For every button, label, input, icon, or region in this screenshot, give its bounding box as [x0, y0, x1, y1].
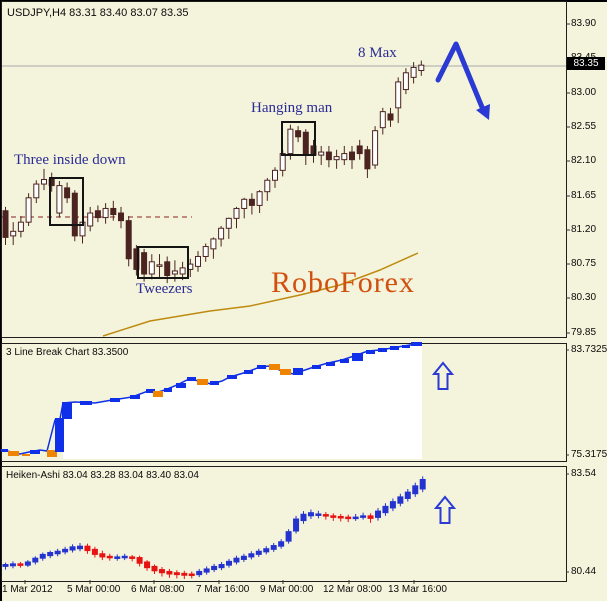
heiken-ashi-label: Heiken-Ashi 83.04 83.28 83.04 83.40 83.0…: [6, 470, 199, 481]
price-tick-label: 82.55: [571, 121, 597, 132]
main-chart-panel[interactable]: [1, 1, 567, 338]
indicator-scale-label: 75.3175: [571, 449, 607, 460]
annotation-three-inside-down[interactable]: Three inside down: [14, 152, 126, 168]
price-tick-label: 83.00: [571, 87, 597, 98]
price-tick-label: 80.75: [571, 258, 597, 269]
current-price-tag: 83.35: [567, 57, 605, 70]
time-tick-label: 5 Mar 00:00: [67, 584, 121, 595]
heiken-ashi-panel[interactable]: [1, 466, 567, 582]
time-tick-label: 1 Mar 2012: [2, 584, 53, 595]
time-tick-label: 7 Mar 16:00: [196, 584, 250, 595]
indicator-scale-label: 80.44: [571, 566, 597, 577]
price-tick-label: 79.85: [571, 327, 597, 338]
line-break-label: 3 Line Break Chart 83.3500: [6, 347, 129, 358]
time-tick-label: 12 Mar 08:00: [323, 584, 382, 595]
price-tick-label: 82.10: [571, 155, 597, 166]
price-tick-label: 81.65: [571, 190, 597, 201]
annotation-8-max[interactable]: 8 Max: [358, 45, 397, 61]
time-tick-label: 13 Mar 16:00: [388, 584, 447, 595]
annotation-tweezers[interactable]: Tweezers: [136, 281, 193, 297]
time-tick-label: 6 Mar 08:00: [131, 584, 185, 595]
time-tick-label: 9 Mar 00:00: [260, 584, 314, 595]
chart-title: USDJPY,H4 83.31 83.40 83.07 83.35: [7, 7, 189, 19]
price-tick-label: 80.30: [571, 292, 597, 303]
indicator-scale-label: 83.7325: [571, 344, 607, 355]
indicator-scale-label: 83.54: [571, 468, 597, 479]
annotation-hanging-man[interactable]: Hanging man: [251, 100, 333, 116]
line-break-panel[interactable]: [1, 343, 567, 462]
price-tick-label: 81.20: [571, 224, 597, 235]
roboforex-watermark: RoboForex: [271, 266, 415, 299]
price-tick-label: 83.90: [571, 18, 597, 29]
